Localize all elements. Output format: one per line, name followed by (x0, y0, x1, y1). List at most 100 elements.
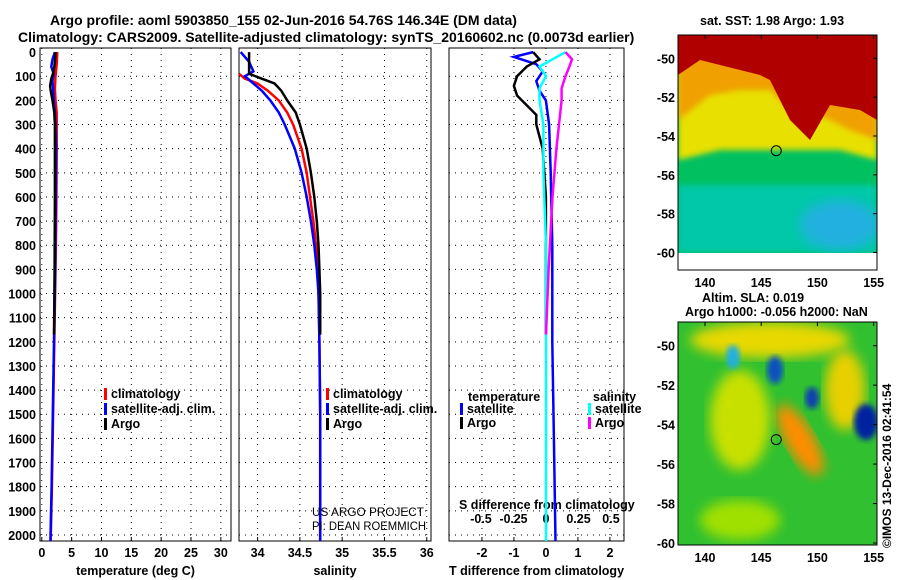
x-tick-label: 25 (184, 546, 198, 560)
lat-tick-label: -54 (657, 130, 675, 144)
legend-swatch (104, 418, 107, 430)
plot-frame (238, 47, 432, 542)
x-tick-label: 0 (38, 546, 45, 560)
series-satellite-adj-clim- (239, 51, 322, 541)
legend-entry: Argo (595, 416, 625, 430)
x-tick-label: 30 (214, 546, 228, 560)
project-annotation: US ARGO PROJECT (312, 505, 425, 519)
legend-entry: Argo (111, 417, 141, 431)
legend-entry: climatology (111, 387, 181, 401)
x-tick-label: 34 (251, 546, 265, 560)
series-s-satellite (537, 51, 567, 541)
y-tick-label: 600 (15, 191, 36, 205)
x-tick-label: 1 (574, 546, 581, 560)
y-tick-label: 1700 (8, 457, 36, 471)
x-tick-label: 35.5 (372, 546, 396, 560)
lat-tick-label: -56 (657, 458, 675, 472)
legend-swatch (588, 417, 591, 429)
y-tick-label: 0 (29, 46, 36, 60)
legend-entry: satellite-adj. clim. (333, 402, 437, 416)
legend-entry: satellite-adj. clim. (111, 402, 215, 416)
y-tick-label: 1200 (8, 336, 36, 350)
legend-swatch (460, 403, 463, 415)
salinity-profile-panel: 34 34.5 35 35.5 36 salinity climatologysatelli… (238, 47, 437, 578)
series-climatology (238, 72, 322, 541)
lon-tick-label: 150 (807, 276, 828, 290)
legend-entry: satellite (595, 402, 642, 416)
series-t-argo (512, 51, 548, 335)
s-diff-tick-label: -0.5 (470, 512, 492, 526)
legend-entry: climatology (333, 387, 403, 401)
legend-swatch (326, 388, 329, 400)
y-tick-label: 1300 (8, 360, 36, 374)
legend-swatch (588, 403, 591, 415)
lat-tick-label: -58 (657, 498, 675, 512)
y-tick-label: 1600 (8, 432, 36, 446)
title-line-1: Argo profile: aoml 5903850_155 02-Jun-20… (50, 12, 517, 28)
y-tick-label: 100 (15, 70, 36, 84)
y-tick-label: 500 (15, 167, 36, 181)
y-tick-label: 300 (15, 119, 36, 133)
plot-frame (448, 47, 625, 542)
x-tick-label: 5 (68, 546, 75, 560)
x-tick-label: 15 (124, 546, 138, 560)
temperature-profile-panel: 0 5 10 15 20 25 30 temperature (deg C) 0 100 200 30… (8, 46, 232, 578)
lon-tick-label: 140 (695, 276, 716, 290)
legend-entry: satellite (467, 402, 514, 416)
y-tick-label: 1500 (8, 408, 36, 422)
y-tick-label: 800 (15, 239, 36, 253)
legend-swatch (460, 417, 463, 429)
y-tick-label: 2000 (8, 529, 36, 543)
x-tick-label: 20 (154, 546, 168, 560)
x-tick-label: 0 (542, 546, 549, 560)
lon-tick-label: 145 (751, 276, 772, 290)
y-tick-label: 1000 (8, 288, 36, 302)
s-diff-tick-label: -0.25 (500, 512, 528, 526)
lon-tick-label: 140 (695, 551, 716, 565)
legend-entry: Argo (333, 417, 363, 431)
x-tick-label: 10 (95, 546, 109, 560)
pi-annotation: PI: DEAN ROEMMICH (312, 519, 426, 533)
imos-stamp: ©IMOS 13-Dec-2016 02:41:54 (880, 383, 894, 548)
legend-title-temperature: temperature (468, 390, 540, 404)
s-diff-tick-label: 0.5 (602, 512, 619, 526)
lon-tick-label: 150 (807, 551, 828, 565)
sla-map-subtitle: Argo h1000: -0.056 h2000: NaN (685, 305, 868, 319)
legend-swatch (104, 403, 107, 415)
series-argo (48, 52, 57, 335)
y-tick-label: 400 (15, 143, 36, 157)
lat-tick-label: -60 (657, 247, 675, 261)
legend-title-salinity: salinity (593, 390, 636, 404)
lat-tick-label: -52 (657, 379, 675, 393)
y-tick-label: 900 (15, 263, 36, 277)
lat-tick-label: -50 (657, 52, 675, 66)
x-axis-label: salinity (313, 564, 356, 578)
plot-frame (39, 47, 232, 542)
s-diff-tick-label: 0.25 (566, 512, 590, 526)
lat-tick-label: -50 (657, 340, 675, 354)
lon-tick-label: 155 (863, 551, 884, 565)
lat-tick-label: -54 (657, 419, 675, 433)
x-tick-label: 34.5 (288, 546, 312, 560)
series-argo (247, 52, 322, 335)
sla-map-title: Altim. SLA: 0.019 (702, 291, 804, 305)
x-tick-label: 2 (606, 546, 613, 560)
argo-location-marker (770, 145, 782, 157)
x-axis-label: T difference from climatology (449, 564, 624, 578)
sst-map: sat. SST: 1.98 Argo: 1.93 140 145 150 155 -5… (657, 14, 884, 290)
argo-location-marker (770, 434, 782, 446)
sla-map: Altim. SLA: 0.019 Argo h1000: -0.056 h20… (657, 291, 884, 565)
lat-tick-label: -60 (657, 537, 675, 551)
lat-tick-label: -52 (657, 91, 675, 105)
x-tick-label: 35 (335, 546, 349, 560)
lat-tick-label: -58 (657, 208, 675, 222)
legend-swatch (326, 403, 329, 415)
y-tick-label: 1800 (8, 481, 36, 495)
series-s-argo (544, 51, 574, 335)
legend-entry: Argo (467, 416, 497, 430)
title-line-2: Climatology: CARS2009. Satellite-adjuste… (18, 29, 634, 45)
y-tick-label: 1900 (8, 505, 36, 519)
lon-tick-label: 155 (863, 276, 884, 290)
